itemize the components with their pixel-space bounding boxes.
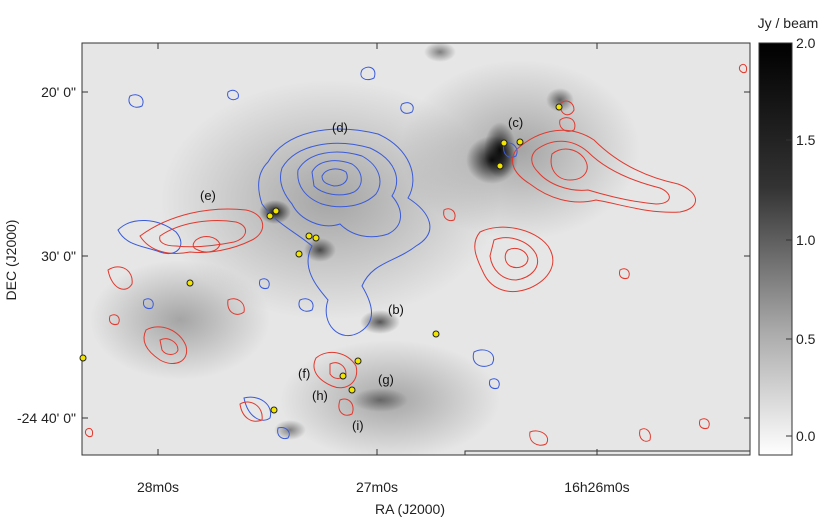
colorbar-unit-label: Jy / beam — [758, 15, 819, 31]
region-labels: (d) (c) (e) (b) (f) (g) (h) (i) — [200, 115, 523, 433]
region-label-b: (b) — [388, 302, 404, 317]
x-tick-label: 28m0s — [137, 479, 179, 495]
dust-emission-image — [90, 43, 640, 455]
colorbar-tick-label: 0.0 — [796, 428, 816, 444]
map-panel: (d) (c) (e) (b) (f) (g) (h) (i) — [79, 42, 751, 456]
inset-frame — [464, 450, 750, 455]
y-axis-label: DEC (J2000) — [3, 220, 19, 301]
red-contours — [85, 63, 747, 446]
region-label-f: (f) — [298, 366, 310, 381]
colorbar: Jy / beam 2.0 1.5 1.0 0.5 0.0 — [758, 15, 819, 456]
colorbar-tick-label: 1.0 — [796, 232, 816, 248]
y-tick-label: -24 40' 0" — [17, 410, 76, 426]
x-tick-label: 27m0s — [356, 479, 398, 495]
region-label-c: (c) — [508, 115, 523, 130]
y-tick-label: 20' 0" — [41, 84, 76, 100]
source-markers — [79, 103, 563, 414]
region-label-i: (i) — [352, 418, 364, 433]
x-tick-label: 16h26m0s — [564, 479, 629, 495]
colorbar-tick-label: 0.5 — [796, 331, 816, 347]
y-tick-label: 30' 0" — [41, 248, 76, 264]
region-label-g: (g) — [378, 372, 394, 387]
axes: 28m0s 27m0s 16h26m0s 20' 0" 30' 0" -24 4… — [3, 43, 750, 517]
colorbar-tick-label: 2.0 — [796, 35, 816, 51]
blue-contours — [117, 66, 518, 439]
colorbar-tick-label: 1.5 — [796, 132, 816, 148]
region-label-h: (h) — [312, 388, 328, 403]
region-label-d: (d) — [332, 120, 348, 135]
region-label-e: (e) — [200, 188, 216, 203]
x-axis-label: RA (J2000) — [375, 501, 445, 517]
